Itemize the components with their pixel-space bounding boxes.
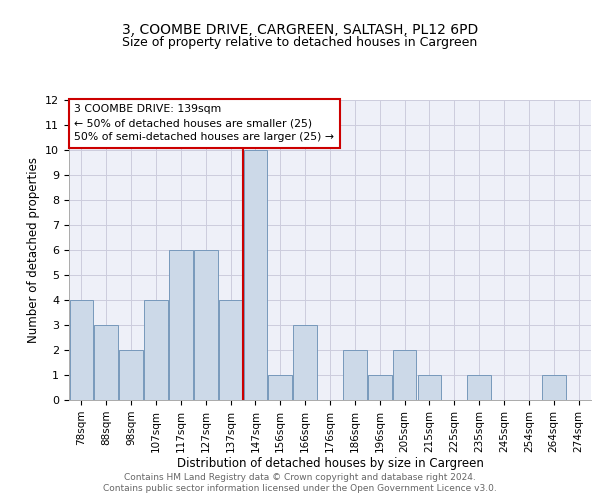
Bar — [418, 375, 441, 400]
X-axis label: Distribution of detached houses by size in Cargreen: Distribution of detached houses by size … — [176, 458, 484, 470]
Text: 3 COOMBE DRIVE: 139sqm
← 50% of detached houses are smaller (25)
50% of semi-det: 3 COOMBE DRIVE: 139sqm ← 50% of detached… — [74, 104, 334, 142]
Bar — [467, 375, 491, 400]
Bar — [194, 250, 218, 400]
Bar — [119, 350, 143, 400]
Text: 3, COOMBE DRIVE, CARGREEN, SALTASH, PL12 6PD: 3, COOMBE DRIVE, CARGREEN, SALTASH, PL12… — [122, 22, 478, 36]
Bar — [244, 150, 267, 400]
Bar — [343, 350, 367, 400]
Bar — [368, 375, 392, 400]
Bar — [94, 325, 118, 400]
Text: Size of property relative to detached houses in Cargreen: Size of property relative to detached ho… — [122, 36, 478, 49]
Bar — [268, 375, 292, 400]
Text: Contains public sector information licensed under the Open Government Licence v3: Contains public sector information licen… — [103, 484, 497, 493]
Bar — [542, 375, 566, 400]
Text: Contains HM Land Registry data © Crown copyright and database right 2024.: Contains HM Land Registry data © Crown c… — [124, 472, 476, 482]
Y-axis label: Number of detached properties: Number of detached properties — [26, 157, 40, 343]
Bar — [393, 350, 416, 400]
Bar — [293, 325, 317, 400]
Bar — [219, 300, 242, 400]
Bar — [144, 300, 168, 400]
Bar — [169, 250, 193, 400]
Bar — [70, 300, 93, 400]
